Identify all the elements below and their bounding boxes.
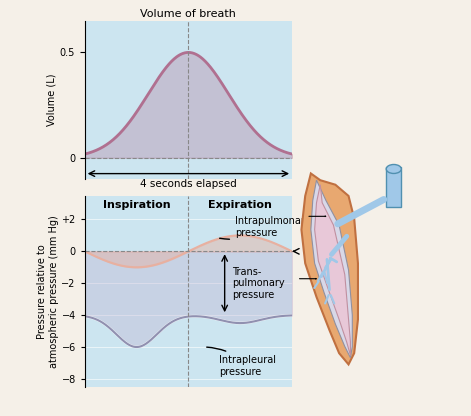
Text: Inspiration: Inspiration xyxy=(103,200,171,210)
Text: 4 seconds elapsed: 4 seconds elapsed xyxy=(140,179,237,189)
FancyArrowPatch shape xyxy=(325,295,329,303)
Y-axis label: Volume (L): Volume (L) xyxy=(47,74,57,126)
FancyArrowPatch shape xyxy=(333,258,337,262)
Polygon shape xyxy=(311,180,352,358)
Title: Volume of breath: Volume of breath xyxy=(140,9,236,19)
FancyArrowPatch shape xyxy=(331,295,334,303)
Text: Intrapleural
pressure: Intrapleural pressure xyxy=(207,347,276,376)
FancyArrowPatch shape xyxy=(332,236,347,255)
Text: Expiration: Expiration xyxy=(208,200,272,210)
Text: Intrapulmonary
pressure: Intrapulmonary pressure xyxy=(219,216,311,239)
Bar xyxy=(386,167,401,207)
Ellipse shape xyxy=(386,164,401,173)
FancyArrowPatch shape xyxy=(338,200,384,224)
FancyArrowPatch shape xyxy=(327,259,330,290)
FancyArrowPatch shape xyxy=(318,272,323,281)
FancyArrowPatch shape xyxy=(321,259,326,276)
Y-axis label: Pressure relative to
atmospheric pressure (mm Hg): Pressure relative to atmospheric pressur… xyxy=(37,215,58,368)
FancyArrowPatch shape xyxy=(325,273,327,283)
Polygon shape xyxy=(301,173,358,364)
Text: Trans-
pulmonary
pressure: Trans- pulmonary pressure xyxy=(233,267,285,300)
FancyArrowPatch shape xyxy=(325,259,327,267)
Polygon shape xyxy=(315,185,350,355)
FancyArrowPatch shape xyxy=(314,281,319,288)
